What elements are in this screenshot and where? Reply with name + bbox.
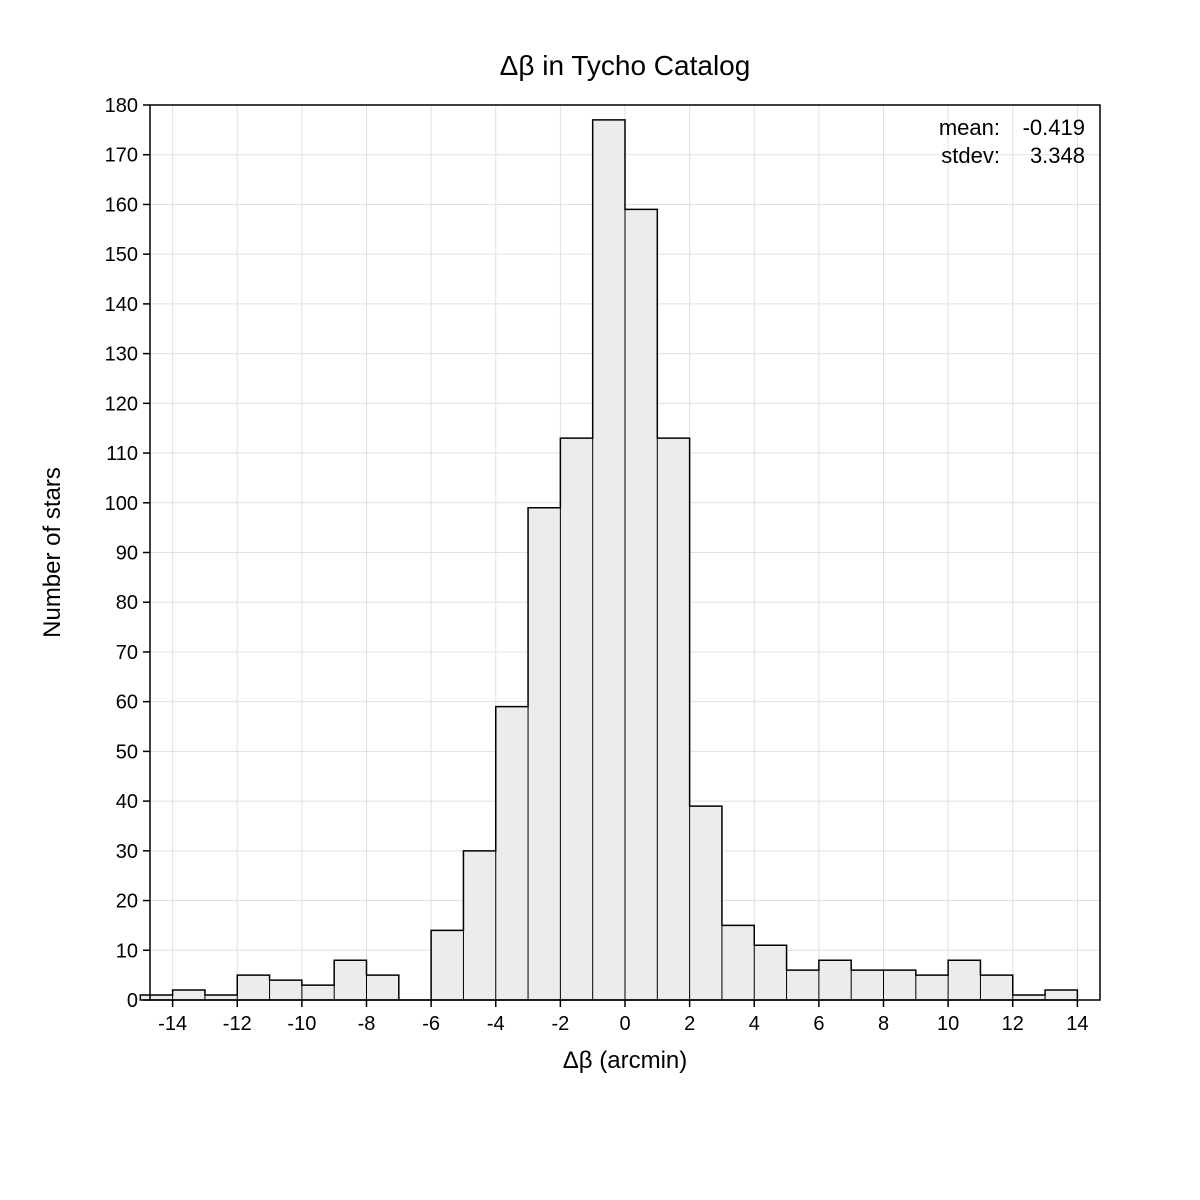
histogram-chart: -14-12-10-8-6-4-202468101214010203040506…	[0, 0, 1200, 1200]
stats-mean-value: -0.419	[1023, 115, 1085, 140]
y-tick-label: 160	[105, 194, 138, 216]
y-tick-label: 20	[116, 891, 138, 913]
y-tick-label: 90	[116, 543, 138, 565]
y-tick-label: 140	[105, 294, 138, 316]
y-tick-label: 10	[116, 940, 138, 962]
x-tick-label: 12	[1002, 1013, 1024, 1035]
x-tick-label: 14	[1066, 1013, 1088, 1035]
y-tick-label: 80	[116, 592, 138, 614]
y-tick-label: 180	[105, 95, 138, 117]
x-tick-label: 2	[684, 1013, 695, 1035]
x-tick-label: 8	[878, 1013, 889, 1035]
y-tick-label: 60	[116, 692, 138, 714]
x-tick-label: 10	[937, 1013, 959, 1035]
x-axis-label: Δβ (arcmin)	[563, 1047, 688, 1074]
y-axis-label: Number of stars	[39, 467, 66, 638]
x-tick-label: -4	[487, 1013, 505, 1035]
y-tick-label: 50	[116, 741, 138, 763]
stats-mean-label: mean:	[939, 115, 1000, 140]
stats-stdev-value: 3.348	[1030, 143, 1085, 168]
y-tick-label: 130	[105, 344, 138, 366]
y-tick-label: 100	[105, 493, 138, 515]
y-tick-label: 30	[116, 841, 138, 863]
y-tick-label: 150	[105, 244, 138, 266]
y-tick-label: 170	[105, 145, 138, 167]
y-tick-label: 40	[116, 791, 138, 813]
y-tick-label: 0	[127, 990, 138, 1012]
x-tick-label: 0	[619, 1013, 630, 1035]
y-tick-label: 110	[106, 443, 138, 465]
chart-title: Δβ in Tycho Catalog	[500, 50, 751, 81]
x-tick-label: 6	[813, 1013, 824, 1035]
chart-svg: -14-12-10-8-6-4-202468101214010203040506…	[0, 0, 1200, 1200]
stats-stdev-label: stdev:	[941, 143, 1000, 168]
x-tick-label: -10	[287, 1013, 316, 1035]
x-tick-label: -12	[223, 1013, 252, 1035]
x-tick-label: -6	[422, 1013, 440, 1035]
x-tick-label: -8	[358, 1013, 376, 1035]
y-tick-label: 120	[105, 393, 138, 415]
x-tick-label: -14	[158, 1013, 187, 1035]
x-tick-label: 4	[749, 1013, 760, 1035]
x-tick-label: -2	[551, 1013, 569, 1035]
y-tick-label: 70	[116, 642, 138, 664]
